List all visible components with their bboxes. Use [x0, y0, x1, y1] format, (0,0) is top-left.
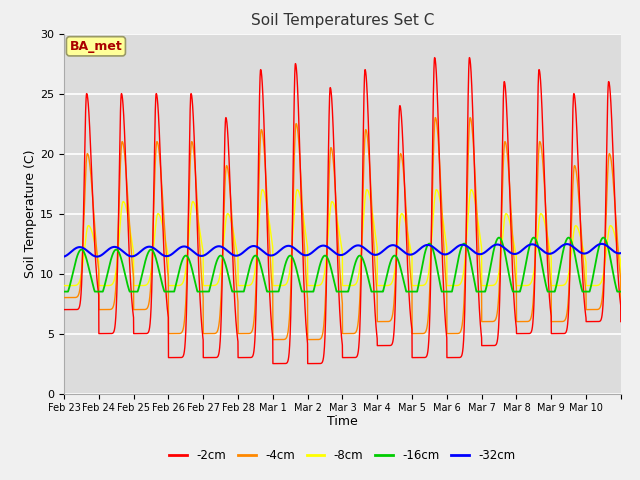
Text: BA_met: BA_met [70, 40, 122, 53]
Y-axis label: Soil Temperature (C): Soil Temperature (C) [24, 149, 37, 278]
Legend: -2cm, -4cm, -8cm, -16cm, -32cm: -2cm, -4cm, -8cm, -16cm, -32cm [164, 444, 520, 467]
X-axis label: Time: Time [327, 415, 358, 428]
Title: Soil Temperatures Set C: Soil Temperatures Set C [251, 13, 434, 28]
